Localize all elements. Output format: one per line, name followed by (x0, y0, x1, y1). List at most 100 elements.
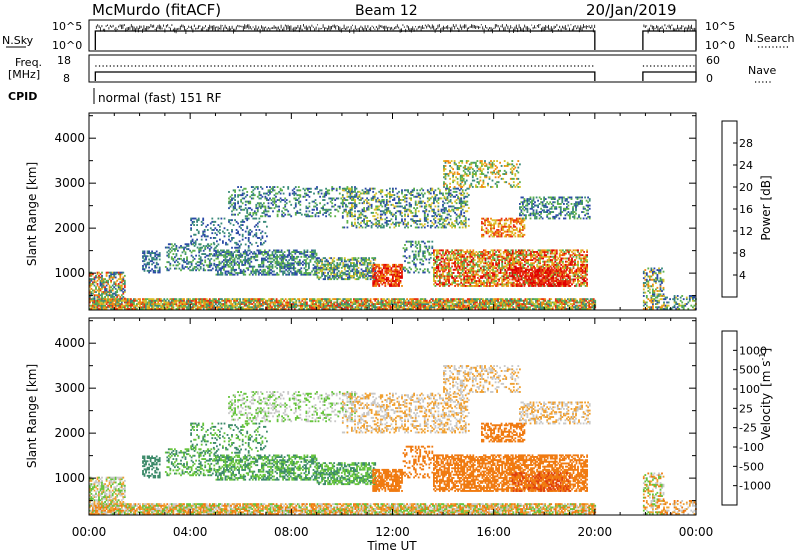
power-cell (353, 263, 355, 266)
power-cell (398, 278, 400, 281)
power-cell (158, 304, 161, 307)
power-cell (562, 301, 565, 304)
power-cell (577, 307, 580, 310)
power-cell (396, 278, 399, 281)
power-cell (357, 299, 360, 302)
power-cell (167, 304, 170, 307)
power-cell (350, 298, 352, 301)
power-cell (488, 301, 490, 304)
power-cell (92, 301, 94, 304)
power-cell (143, 269, 146, 272)
power-cell (333, 257, 336, 260)
power-cell (105, 281, 108, 284)
power-cell (270, 272, 272, 274)
power-cell (210, 246, 213, 249)
power-cell (257, 272, 260, 274)
power-cell (391, 303, 393, 305)
power-cell (93, 276, 96, 279)
power-cell (348, 304, 351, 307)
power-cell (342, 303, 345, 305)
power-cell (283, 265, 286, 268)
power-cell (248, 273, 251, 276)
power-cell (398, 272, 400, 274)
power-cell (359, 298, 361, 301)
power-cell (422, 307, 425, 310)
power-cell (151, 260, 153, 263)
power-cell (92, 281, 94, 284)
power-cell (437, 280, 440, 282)
power-cell (316, 257, 319, 260)
power-cell (265, 272, 268, 274)
power-cell (403, 306, 405, 309)
power-cell (576, 306, 578, 309)
power-cell (199, 304, 202, 307)
power-cell (436, 265, 438, 268)
power-cell (444, 303, 446, 305)
power-cell (495, 306, 498, 309)
power-cell (166, 298, 169, 301)
power-cell (111, 273, 114, 276)
power-cell (359, 303, 361, 305)
power-cell (254, 303, 257, 305)
power-cell (199, 248, 202, 251)
power-cell (101, 299, 103, 302)
power-cell (227, 249, 230, 252)
power-cell (378, 272, 381, 274)
power-cell (312, 298, 314, 301)
power-cell (423, 242, 426, 245)
power-cell (451, 298, 454, 301)
power-cell (303, 255, 306, 258)
power-cell (316, 268, 319, 271)
power-cell (436, 272, 438, 274)
power-cell (257, 251, 260, 253)
power-cell (226, 260, 228, 263)
power-cell (315, 301, 317, 304)
power-cell (539, 306, 542, 309)
power-cell (224, 273, 227, 276)
power-cell (281, 298, 284, 301)
power-cell (167, 243, 170, 246)
power-cell (573, 303, 575, 305)
power-cell (313, 298, 316, 301)
power-cell (217, 251, 219, 253)
power-cell (101, 284, 103, 287)
power-cell (428, 301, 431, 304)
power-cell (393, 280, 396, 282)
power-cell (404, 250, 406, 253)
power-cell (376, 283, 379, 286)
power-cell (119, 296, 122, 298)
power-cell (177, 307, 179, 310)
power-cell (442, 275, 444, 278)
power-cell (422, 250, 425, 253)
power-cell (351, 262, 354, 264)
power-cell (393, 270, 396, 273)
power-cell (215, 301, 217, 304)
power-cell (568, 304, 571, 307)
power-cell (111, 284, 114, 287)
power-cell (333, 268, 336, 271)
power-cell (356, 270, 358, 273)
power-cell (454, 303, 457, 305)
power-cell (523, 303, 525, 305)
power-cell (339, 262, 342, 264)
power-cell (110, 299, 112, 302)
power-cell (439, 259, 441, 261)
power-cell (330, 262, 333, 264)
power-cell (286, 264, 289, 266)
power-cell (238, 272, 240, 274)
power-cell (202, 303, 205, 305)
power-cell (554, 306, 557, 309)
freq-panel: Freq. [MHz] 18 8 60 0 Nave (8, 54, 776, 85)
power-cell (399, 275, 402, 278)
power-cell (378, 263, 381, 266)
power-cell (289, 265, 292, 268)
power-cell (410, 240, 412, 243)
power-cell (348, 266, 351, 269)
power-cell (255, 306, 258, 309)
power-cell (507, 307, 510, 310)
power-cell (437, 257, 440, 260)
power-cell (218, 264, 221, 266)
power-cell (307, 307, 310, 310)
power-cell (345, 260, 348, 263)
power-cell (366, 298, 369, 301)
